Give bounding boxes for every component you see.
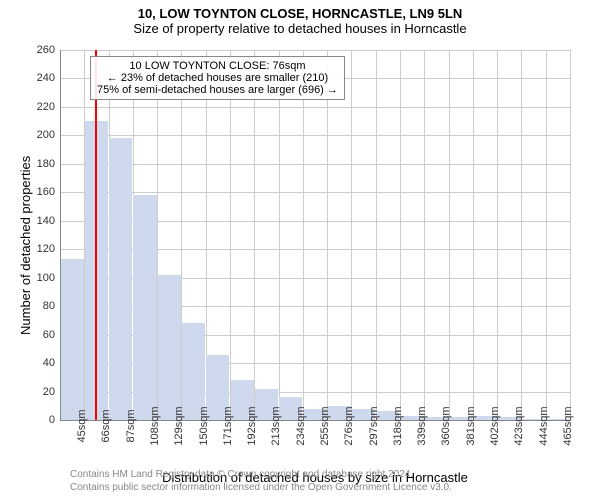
gridline-h — [60, 107, 570, 108]
y-tick-label: 60 — [25, 329, 55, 341]
x-tick-label: 108sqm — [149, 406, 161, 445]
gridline-v — [376, 50, 377, 420]
x-tick-label: 339sqm — [416, 406, 428, 445]
x-tick-label: 276sqm — [343, 406, 355, 445]
y-tick-label: 200 — [25, 129, 55, 141]
x-tick-label: 129sqm — [173, 406, 185, 445]
y-tick-label: 160 — [25, 186, 55, 198]
x-tick-label: 423sqm — [513, 406, 525, 445]
annotation-line: 75% of semi-detached houses are larger (… — [97, 84, 338, 96]
y-tick-label: 220 — [25, 101, 55, 113]
histogram-bar — [158, 275, 181, 420]
x-tick-label: 360sqm — [440, 406, 452, 445]
y-tick-label: 260 — [25, 44, 55, 56]
gridline-v — [351, 50, 352, 420]
histogram-bar — [109, 138, 132, 420]
gridline-h — [60, 192, 570, 193]
x-tick-label: 45sqm — [76, 409, 88, 442]
y-tick-label: 40 — [25, 357, 55, 369]
gridline-v — [570, 50, 571, 420]
gridline-h — [60, 135, 570, 136]
x-tick-label: 87sqm — [125, 409, 137, 442]
gridline-v — [254, 50, 255, 420]
x-tick-label: 465sqm — [562, 406, 574, 445]
x-tick-label: 213sqm — [270, 406, 282, 445]
gridline-v — [473, 50, 474, 420]
annotation-box: 10 LOW TOYNTON CLOSE: 76sqm← 23% of deta… — [90, 56, 345, 100]
caption-line1: Contains HM Land Registry data © Crown c… — [70, 468, 452, 481]
x-tick-label: 444sqm — [538, 406, 550, 445]
gridline-v — [449, 50, 450, 420]
x-tick-label: 192sqm — [246, 406, 258, 445]
gridline-h — [60, 50, 570, 51]
chart-container: 10, LOW TOYNTON CLOSE, HORNCASTLE, LN9 5… — [0, 0, 600, 500]
x-tick-label: 234sqm — [295, 406, 307, 445]
reference-line — [95, 50, 97, 420]
x-tick-label: 255sqm — [319, 406, 331, 445]
gridline-v — [230, 50, 231, 420]
x-tick-label: 66sqm — [100, 409, 112, 442]
y-tick-label: 120 — [25, 243, 55, 255]
caption-line2: Contains public sector information licen… — [70, 481, 452, 494]
y-tick-label: 80 — [25, 300, 55, 312]
y-tick-label: 180 — [25, 158, 55, 170]
y-tick-label: 240 — [25, 72, 55, 84]
gridline-v — [546, 50, 547, 420]
y-tick-label: 140 — [25, 215, 55, 227]
x-tick-label: 402sqm — [489, 406, 501, 445]
y-tick-label: 20 — [25, 386, 55, 398]
plot-area: 10 LOW TOYNTON CLOSE: 76sqm← 23% of deta… — [60, 50, 570, 420]
y-tick-label: 100 — [25, 272, 55, 284]
x-tick-label: 150sqm — [198, 406, 210, 445]
histogram-bar — [133, 195, 156, 420]
x-tick-label: 297sqm — [368, 406, 380, 445]
annotation-line: 10 LOW TOYNTON CLOSE: 76sqm — [97, 60, 338, 72]
gridline-v — [303, 50, 304, 420]
x-tick-label: 318sqm — [392, 406, 404, 445]
gridline-v — [400, 50, 401, 420]
annotation-line: ← 23% of detached houses are smaller (21… — [97, 72, 338, 84]
x-tick-label: 171sqm — [222, 406, 234, 445]
y-axis-line — [60, 50, 61, 420]
gridline-v — [497, 50, 498, 420]
gridline-v — [521, 50, 522, 420]
histogram-bar — [61, 259, 84, 420]
y-tick-label: 0 — [25, 414, 55, 426]
gridline-v — [327, 50, 328, 420]
chart-title-line2: Size of property relative to detached ho… — [0, 21, 600, 36]
gridline-v — [279, 50, 280, 420]
gridline-v — [424, 50, 425, 420]
chart-title-line1: 10, LOW TOYNTON CLOSE, HORNCASTLE, LN9 5… — [0, 0, 600, 21]
x-tick-label: 381sqm — [465, 406, 477, 445]
data-source-caption: Contains HM Land Registry data © Crown c… — [70, 468, 452, 494]
gridline-h — [60, 164, 570, 165]
